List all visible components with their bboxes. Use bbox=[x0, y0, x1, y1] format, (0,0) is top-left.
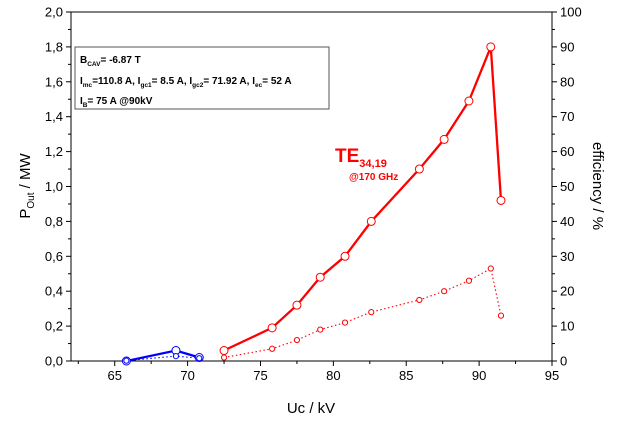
series-3-point bbox=[497, 312, 505, 319]
series-3-point bbox=[269, 345, 276, 352]
series-2-point bbox=[219, 346, 229, 356]
y-right-tick-label: 80 bbox=[560, 74, 574, 89]
series-2-point bbox=[414, 164, 424, 174]
info-line-2-part: I bbox=[80, 76, 83, 87]
series-1-point bbox=[172, 353, 180, 360]
y-left-tick-label: 1,0 bbox=[45, 179, 63, 194]
y-left-tick-label: 0,6 bbox=[45, 249, 63, 264]
info-line-1-part: B bbox=[80, 55, 87, 66]
y-left-tick-label: 0,8 bbox=[45, 214, 63, 229]
series-0-line bbox=[126, 349, 200, 363]
y-left-tick-label: 2,0 bbox=[45, 5, 63, 20]
info-line-2-part: =110.8 A, I bbox=[92, 76, 140, 87]
mode-label: TE34,19 bbox=[335, 146, 387, 170]
info-line-2-part: gc2 bbox=[192, 82, 204, 89]
y-left-tick-label: 1,2 bbox=[45, 144, 63, 159]
info-line-3-part: I bbox=[80, 96, 83, 107]
y-right-tick-label: 100 bbox=[560, 5, 582, 20]
y-right-tick-label: 30 bbox=[560, 249, 574, 264]
y-left-tick-label: 1,4 bbox=[45, 109, 63, 124]
series-2-point bbox=[340, 251, 350, 261]
y-right-tick-label: 70 bbox=[560, 109, 574, 124]
y-right-tick-label: 60 bbox=[560, 144, 574, 159]
y-left-tick-label: 1,6 bbox=[45, 74, 63, 89]
series-2-point bbox=[464, 96, 474, 106]
y-left-tick-label: 0,0 bbox=[45, 354, 63, 369]
y-axis-left-title-rest: / MW bbox=[17, 153, 34, 193]
series-3-point bbox=[441, 288, 448, 295]
y-axis-right: 0 10 20 30 40 50 60 70 80 90 100 bbox=[552, 5, 582, 369]
series-1-point bbox=[123, 357, 130, 364]
series-2-point bbox=[486, 42, 496, 52]
info-line-3-part: B bbox=[83, 102, 88, 109]
info-line-2-part: ec bbox=[255, 82, 263, 89]
y-left-tick-label: 1,8 bbox=[45, 39, 63, 54]
series-3-point bbox=[465, 277, 473, 284]
info-line-2-part: mc bbox=[83, 82, 93, 89]
info-line-2-part: = 52 A bbox=[262, 76, 291, 87]
y-right-tick-label: 20 bbox=[560, 284, 574, 299]
info-line-2: Imc=110.8 A, Igc1= 8.5 A, Igc2= 71.92 A,… bbox=[80, 76, 292, 89]
series-2-point bbox=[292, 300, 302, 310]
y-right-tick-label: 50 bbox=[560, 179, 574, 194]
mode-annotation: TE34,19 @170 GHz bbox=[335, 146, 398, 183]
series-2-point bbox=[496, 195, 506, 205]
series-3-point bbox=[317, 326, 324, 333]
info-line-1-part: CAV bbox=[87, 61, 101, 68]
series-3-point bbox=[416, 296, 423, 304]
x-tick-label: 80 bbox=[326, 368, 340, 383]
x-tick-label: 65 bbox=[107, 368, 121, 383]
y-axis-right-title: efficiency / % bbox=[589, 142, 606, 230]
y-left-tick-label: 0,2 bbox=[45, 319, 63, 334]
series-1-line bbox=[126, 355, 200, 362]
y-axis-left-title-sub: Out bbox=[26, 192, 37, 208]
mode-frequency: @170 GHz bbox=[349, 172, 398, 183]
y-right-tick-label: 90 bbox=[560, 39, 574, 54]
y-left-tick-label: 0,4 bbox=[45, 284, 63, 299]
series-3-point bbox=[368, 309, 375, 316]
x-tick-label: 90 bbox=[472, 368, 486, 383]
series-1-point bbox=[196, 355, 203, 362]
series-2-point bbox=[366, 216, 376, 226]
y-axis-left-title: POut / MW bbox=[17, 153, 37, 219]
y-right-tick-label: 0 bbox=[560, 354, 567, 369]
series-2-point bbox=[439, 134, 449, 144]
x-tick-label: 95 bbox=[545, 368, 559, 383]
series-3-point bbox=[487, 265, 494, 272]
x-tick-label: 70 bbox=[180, 368, 194, 383]
info-line-2-part: gc1 bbox=[140, 82, 152, 89]
series-2-point bbox=[315, 272, 325, 282]
y-right-tick-label: 40 bbox=[560, 214, 574, 229]
info-line-3-part: = 75 A @90kV bbox=[87, 96, 152, 107]
info-line-3: IB= 75 A @90kV bbox=[80, 96, 153, 109]
mode-label-main: TE bbox=[335, 146, 359, 167]
series-2-point bbox=[267, 323, 277, 333]
series-3-point bbox=[293, 336, 301, 344]
x-axis-title: Uc / kV bbox=[287, 400, 335, 417]
y-right-tick-label: 10 bbox=[560, 319, 574, 334]
y-axis-left-title-main: P bbox=[17, 209, 34, 219]
info-line-1-part: = -6.87 T bbox=[100, 55, 140, 66]
series-3-point bbox=[220, 354, 228, 361]
x-tick-label: 75 bbox=[253, 368, 267, 383]
series-layer bbox=[121, 42, 506, 366]
x-axis: 65 70 75 80 85 90 95 bbox=[77, 361, 559, 383]
y-axis-left: 0,0 0,2 0,4 0,6 0,8 1,0 1,2 1,4 1,6 1,8 2,0 bbox=[45, 5, 71, 369]
info-box: BCAV= -6.87 T Imc=110.8 A, Igc1= 8.5 A, … bbox=[74, 46, 330, 110]
info-line-1: BCAV= -6.87 T bbox=[80, 55, 141, 68]
info-box-frame bbox=[74, 46, 330, 110]
info-line-2-part: = 8.5 A, I bbox=[152, 76, 193, 87]
info-line-2-part: = 71.92 A, I bbox=[203, 76, 255, 87]
x-tick-label: 85 bbox=[399, 368, 413, 383]
series-3-line bbox=[223, 267, 502, 359]
series-3-point bbox=[341, 319, 349, 326]
mode-label-sub: 34,19 bbox=[359, 158, 387, 170]
